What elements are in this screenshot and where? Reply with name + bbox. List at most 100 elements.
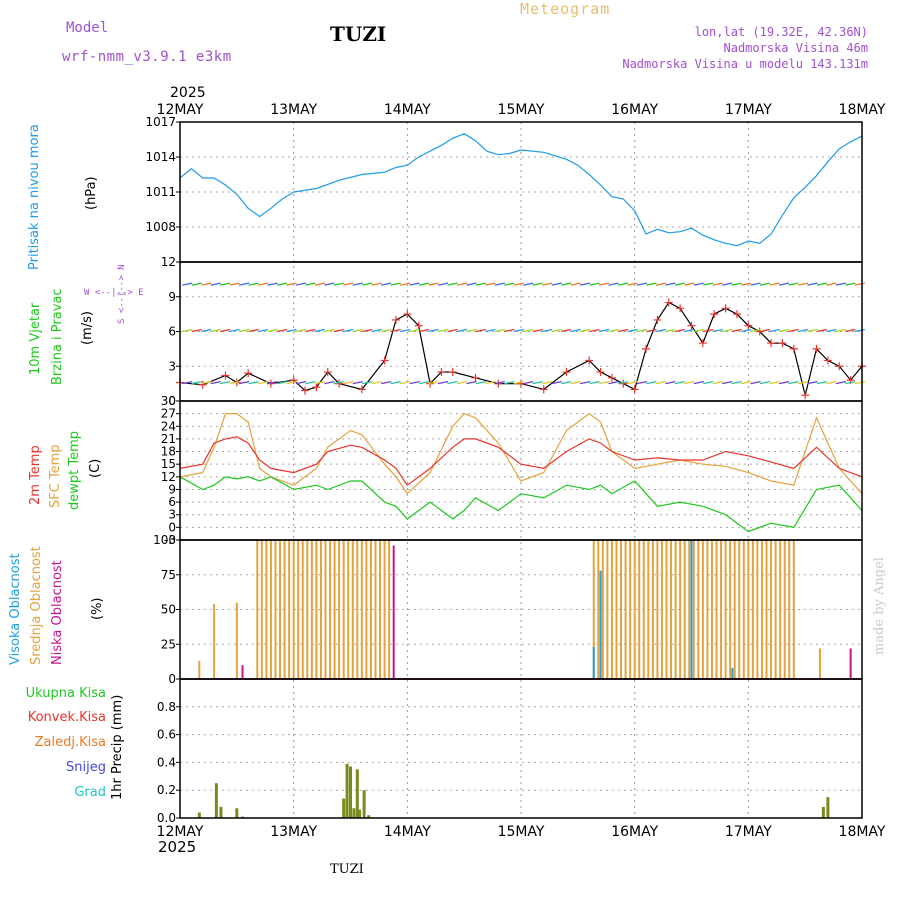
wind-barb bbox=[220, 380, 231, 385]
wind-barb bbox=[248, 282, 259, 286]
wind-barb bbox=[248, 328, 259, 333]
wind-barb bbox=[238, 282, 250, 286]
cloud-ytick-label: 25 bbox=[161, 637, 176, 651]
wind-barb bbox=[854, 328, 865, 333]
temp-ytick-label: 21 bbox=[161, 432, 176, 446]
wind-barb bbox=[324, 282, 335, 286]
wind-barb bbox=[409, 380, 420, 385]
cloud-ytick-label: 0 bbox=[168, 672, 176, 686]
wind-barb bbox=[333, 282, 344, 286]
pressure-line bbox=[179, 133, 863, 247]
wind-speed-marker bbox=[221, 371, 230, 380]
precip-bar bbox=[235, 808, 239, 818]
wind-barb bbox=[532, 282, 543, 286]
wind-barb bbox=[627, 380, 638, 385]
wind-barb bbox=[466, 282, 477, 286]
sfc-temp-line bbox=[179, 412, 863, 495]
wind-speed-marker bbox=[607, 373, 616, 382]
wind-barb bbox=[447, 328, 458, 333]
wind-barb bbox=[314, 328, 326, 333]
wind-speed-marker bbox=[630, 385, 639, 394]
wind-barb bbox=[229, 282, 240, 286]
temp-ytick-label: 12 bbox=[161, 470, 176, 484]
wind-speed-marker bbox=[391, 315, 400, 324]
wind-barb bbox=[390, 380, 401, 385]
x-tick-label-top: 12MAY bbox=[157, 102, 204, 118]
wind-barb bbox=[343, 380, 354, 385]
wind-speed-marker bbox=[539, 385, 548, 394]
wind-barb bbox=[343, 282, 354, 286]
dewpt-temp-line bbox=[179, 476, 863, 533]
wind-speed-marker bbox=[698, 339, 707, 348]
temp-ytick-label: 6 bbox=[168, 495, 176, 509]
precip-bar bbox=[352, 808, 356, 818]
wind-barb bbox=[257, 282, 269, 286]
wind-barb bbox=[731, 282, 742, 286]
precip-bar bbox=[826, 797, 830, 818]
footer-station: TUZI bbox=[330, 862, 364, 877]
wind-barb bbox=[835, 328, 846, 333]
wind-barb bbox=[674, 328, 685, 333]
cloud-ytick-label: 50 bbox=[161, 603, 176, 617]
wind-barb bbox=[561, 328, 572, 333]
x-tick-label-top: 17MAY bbox=[725, 102, 772, 118]
wind-speed-marker bbox=[801, 391, 810, 400]
wind-speed-marker bbox=[301, 386, 310, 395]
wind-barb bbox=[210, 282, 221, 286]
temp-ytick-label: -3 bbox=[164, 533, 176, 547]
wind-barb bbox=[769, 328, 780, 333]
wind-barb bbox=[703, 380, 714, 385]
wind-barb bbox=[504, 380, 515, 385]
wind-barb bbox=[674, 282, 685, 286]
wind-speed-marker bbox=[835, 362, 844, 371]
wind-barb bbox=[750, 282, 761, 286]
temp-ytick-label: 27 bbox=[161, 407, 176, 421]
wind-barb bbox=[608, 328, 619, 333]
wind-barb bbox=[778, 380, 790, 385]
x-tick-label-bottom: 18MAY bbox=[839, 824, 886, 840]
wind-barb bbox=[608, 282, 619, 286]
x-tick-label-bottom: 16MAY bbox=[611, 824, 658, 840]
wind-barb bbox=[797, 380, 809, 385]
wind-barb bbox=[418, 380, 430, 385]
x-tick-label-top: 14MAY bbox=[384, 102, 431, 118]
temp-ytick-label: 30 bbox=[161, 394, 176, 408]
wind-barb bbox=[722, 282, 733, 286]
wind-barb bbox=[532, 380, 543, 385]
precip-ytick-label: 0.6 bbox=[157, 728, 176, 742]
wind-barb bbox=[807, 380, 818, 385]
wind-barb bbox=[295, 282, 307, 286]
wind-speed-marker bbox=[664, 298, 673, 307]
wind-barb bbox=[722, 328, 733, 333]
pressure-ytick-label: 1014 bbox=[145, 150, 176, 164]
wind-speed-marker bbox=[676, 304, 685, 313]
model-elevation-text: Nadmorska Visina u modelu 143.131m bbox=[622, 57, 868, 71]
wind-barb bbox=[712, 282, 723, 286]
wind-barb bbox=[390, 328, 401, 333]
wind-barb bbox=[352, 328, 363, 333]
wind-barb bbox=[456, 328, 468, 333]
wind-barb bbox=[807, 282, 818, 286]
wind-barb bbox=[513, 328, 524, 333]
wind-barb bbox=[589, 282, 600, 286]
wind-barb bbox=[352, 380, 363, 385]
wind-barb bbox=[371, 282, 382, 286]
wind-barb bbox=[295, 380, 307, 385]
wind-barb bbox=[854, 282, 865, 286]
wind-speed-marker bbox=[778, 339, 787, 348]
wind-barb bbox=[741, 282, 752, 286]
wind-barb bbox=[267, 380, 278, 385]
wind-speed-marker bbox=[744, 321, 753, 330]
wind-barb bbox=[276, 380, 288, 385]
wind-barb bbox=[428, 328, 439, 333]
wind-barb bbox=[437, 380, 449, 385]
precip-bar bbox=[342, 798, 346, 818]
wind-barb bbox=[741, 328, 752, 333]
wind-ytick-label: 0 bbox=[168, 394, 176, 408]
wind-speed-marker bbox=[380, 356, 389, 365]
wind-barb bbox=[532, 328, 543, 333]
precip-bar bbox=[345, 763, 349, 818]
wind-barb bbox=[722, 380, 733, 385]
precip-legend-snijeg: Snijeg bbox=[66, 760, 106, 775]
wind-barb bbox=[759, 380, 771, 385]
